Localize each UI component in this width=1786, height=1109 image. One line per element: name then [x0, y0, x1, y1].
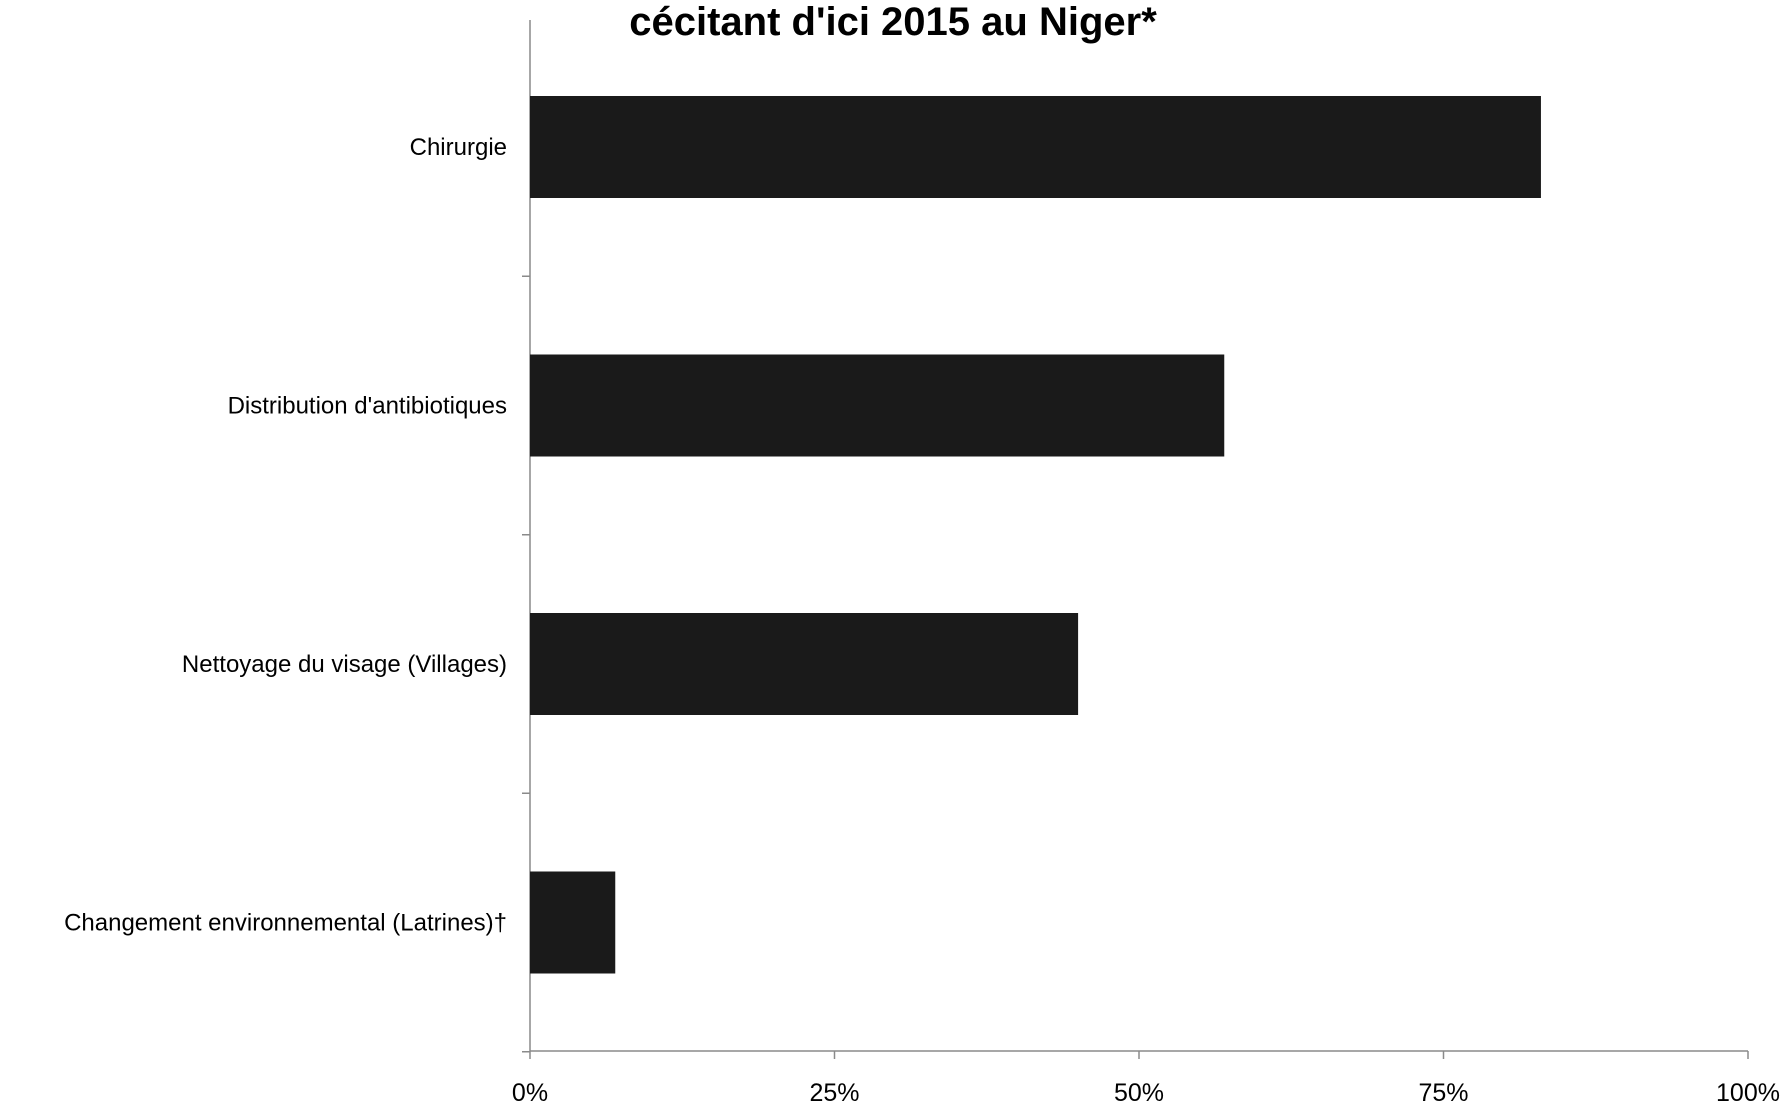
- category-label: Chirurgie: [410, 134, 507, 161]
- bar: [530, 871, 616, 974]
- x-tick-label: 75%: [1418, 1079, 1468, 1104]
- chart-title: cécitant d'ici 2015 au Niger*: [629, 0, 1157, 44]
- bar: [530, 613, 1079, 715]
- x-tick-label: 50%: [1114, 1079, 1164, 1104]
- x-tick-label: 25%: [809, 1079, 859, 1104]
- bar: [530, 96, 1541, 198]
- category-label: Nettoyage du visage (Villages): [182, 651, 507, 678]
- bar: [530, 354, 1225, 457]
- x-tick-label: 0%: [512, 1079, 548, 1104]
- x-tick-label: 100%: [1716, 1079, 1780, 1104]
- category-label: Changement environnemental (Latrines)†: [64, 910, 507, 937]
- category-label: Distribution d'antibiotiques: [228, 393, 507, 420]
